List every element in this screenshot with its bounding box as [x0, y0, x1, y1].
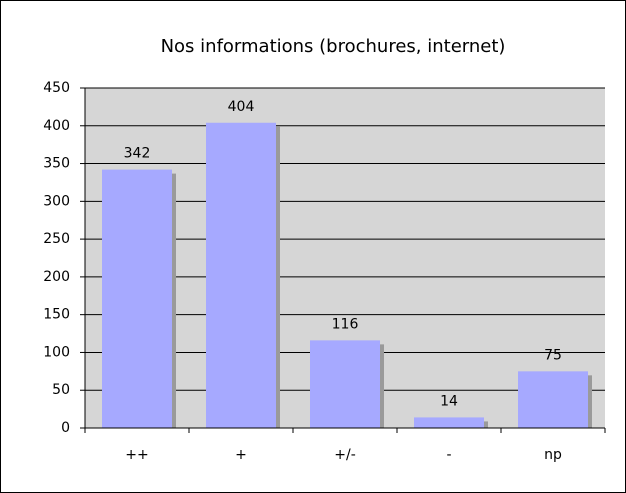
bar — [518, 371, 588, 428]
x-tick-label: np — [544, 447, 562, 463]
data-label: 404 — [228, 99, 255, 115]
bar — [414, 417, 484, 428]
x-tick-label: ++ — [125, 447, 148, 463]
x-tick-label: - — [446, 447, 451, 463]
y-tick-label: 200 — [43, 269, 70, 285]
y-tick-label: 300 — [43, 193, 70, 209]
bar — [102, 169, 172, 428]
y-tick-label: 350 — [43, 156, 70, 172]
data-label: 14 — [440, 393, 458, 409]
y-tick-label: 50 — [52, 382, 70, 398]
y-tick-label: 250 — [43, 231, 70, 247]
x-tick-label: +/- — [334, 447, 356, 463]
data-label: 116 — [332, 316, 359, 332]
bar — [310, 340, 380, 428]
data-label: 75 — [544, 347, 562, 363]
y-tick-label: 0 — [61, 420, 70, 436]
x-tick-label: + — [235, 447, 247, 463]
bar — [206, 122, 276, 428]
y-tick-label: 100 — [43, 344, 70, 360]
y-tick-label: 150 — [43, 307, 70, 323]
y-tick-label: 400 — [43, 118, 70, 134]
data-label: 342 — [124, 146, 151, 162]
y-tick-label: 450 — [43, 80, 70, 96]
chart-title: Nos informations (brochures, internet) — [161, 36, 506, 57]
